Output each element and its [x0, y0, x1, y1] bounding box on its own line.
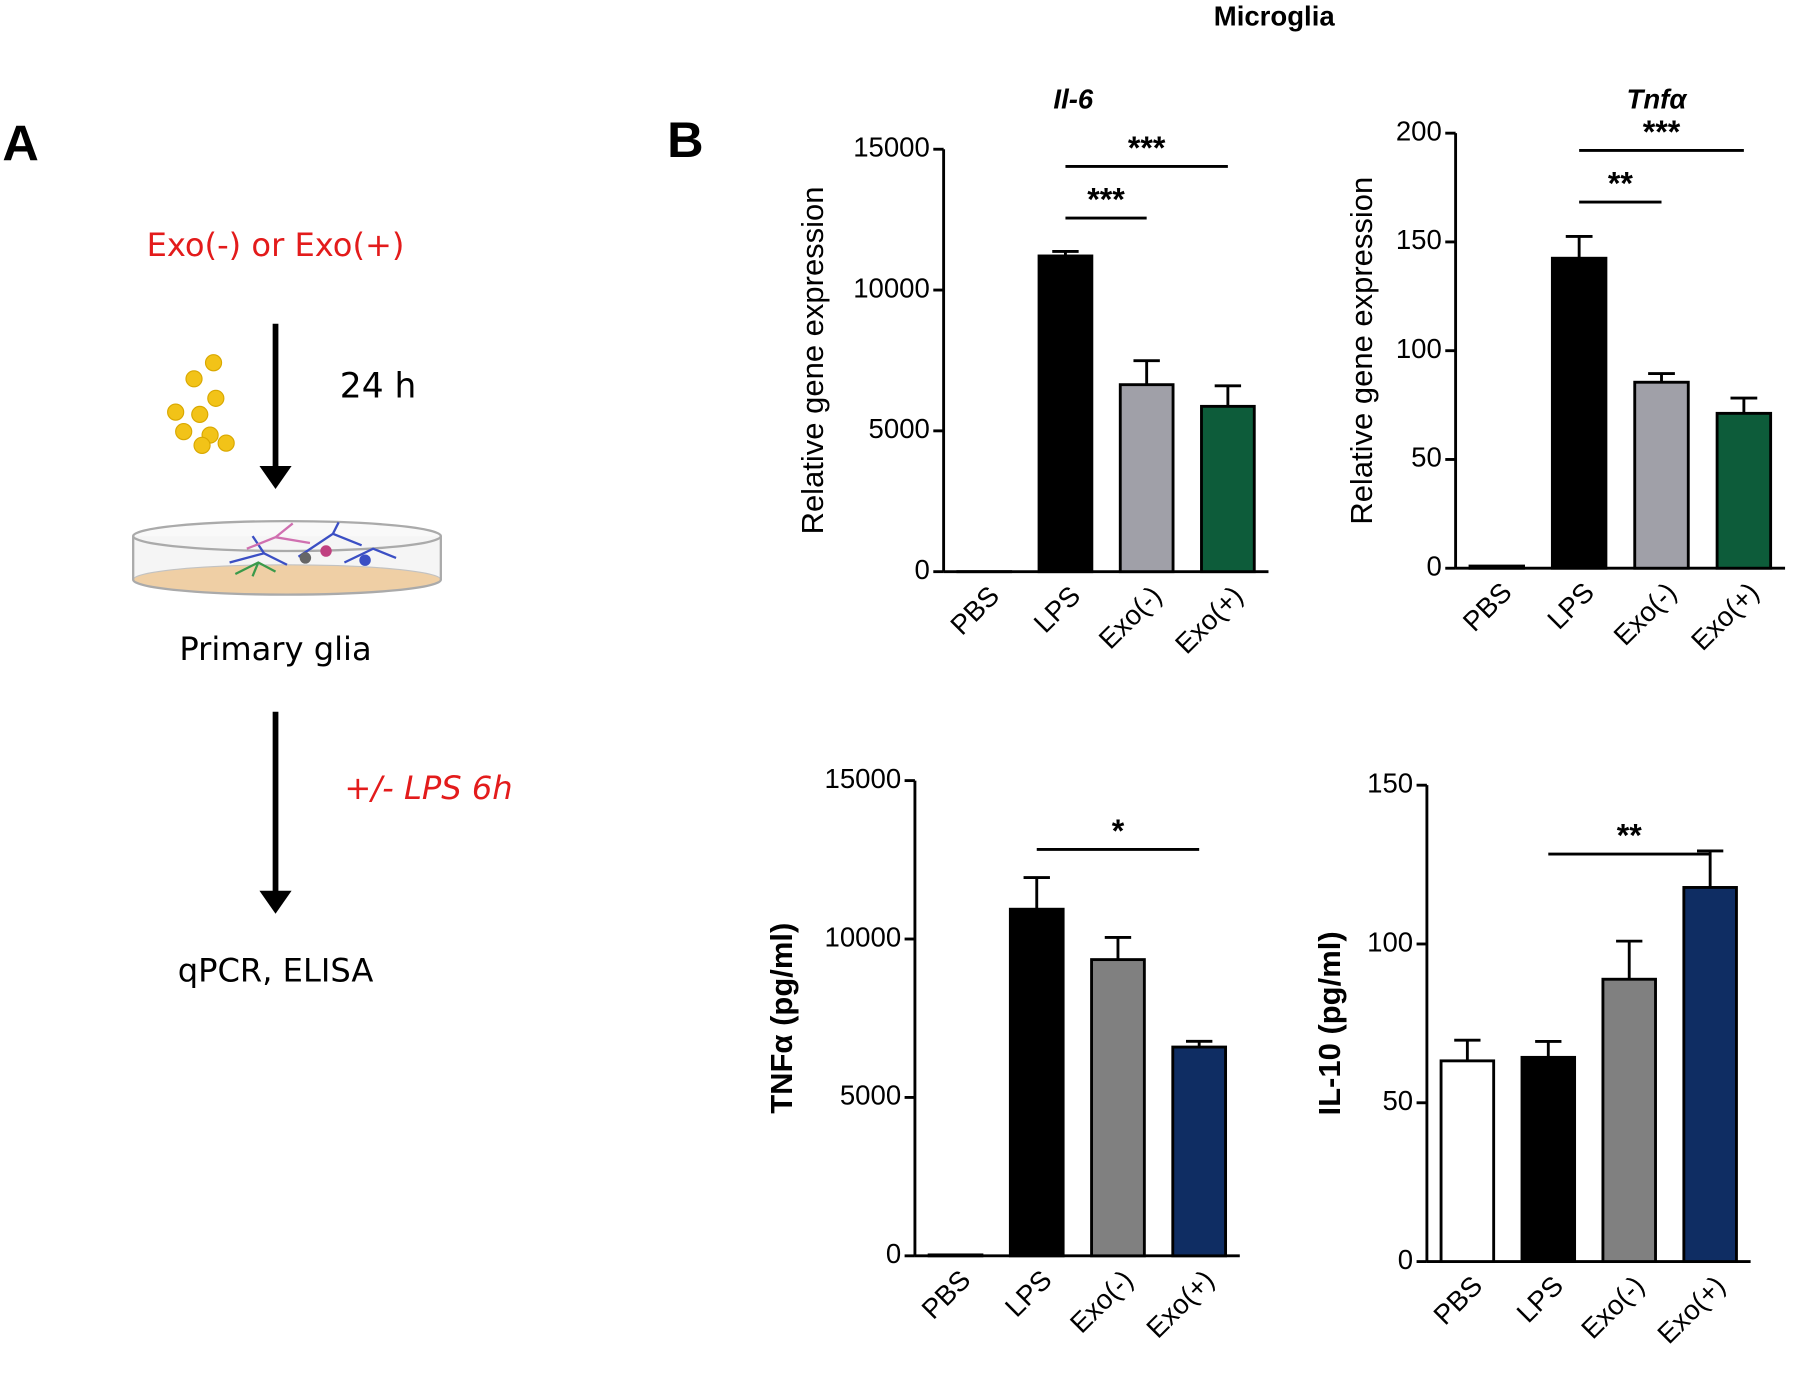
- y-tick-label: 5000: [869, 413, 930, 444]
- significance-label: **: [1617, 817, 1643, 853]
- y-axis-label: TNFα (pg/ml): [764, 923, 799, 1114]
- x-tick-label: Exo(-): [1093, 580, 1168, 655]
- y-tick-label: 0: [1426, 551, 1441, 582]
- bar: [1090, 958, 1146, 1258]
- bar: [1171, 1045, 1228, 1258]
- significance-label: **: [1608, 165, 1634, 201]
- arrow-head: [259, 890, 292, 914]
- bar: [1520, 1055, 1577, 1264]
- exosomes: [167, 354, 235, 455]
- x-tick-label: Exo(+): [1140, 1264, 1220, 1344]
- y-tick-label: 150: [1367, 767, 1413, 798]
- y-tick-label: 150: [1396, 224, 1442, 255]
- x-tick-label: PBS: [944, 580, 1005, 641]
- treatment-text: Exo(-) or Exo(+): [147, 226, 405, 264]
- bar: [1118, 383, 1175, 574]
- bar: [1037, 254, 1094, 574]
- bar: [1550, 256, 1608, 570]
- panel-label: B: [667, 111, 703, 168]
- bar: [1633, 380, 1690, 570]
- x-tick-label: PBS: [916, 1264, 977, 1325]
- x-tick-label: Exo(-): [1607, 576, 1682, 651]
- petri-dish: [132, 520, 442, 596]
- arrow-head: [259, 466, 292, 490]
- chart-title: Il-6: [1053, 83, 1093, 114]
- bar: [1008, 907, 1065, 1258]
- x-tick-label: LPS: [1510, 1270, 1569, 1329]
- y-axis-label: IL-10 (pg/ml): [1312, 931, 1347, 1115]
- x-tick-label: LPS: [1028, 580, 1087, 639]
- y-tick-label: 10000: [825, 921, 902, 952]
- x-tick-label: LPS: [999, 1264, 1058, 1323]
- x-tick-label: Exo(-): [1575, 1270, 1650, 1345]
- stimulus-text: +/- LPS 6h: [344, 769, 512, 807]
- cells-text: Primary glia: [179, 630, 371, 668]
- significance-label: ***: [1643, 114, 1681, 150]
- significance-label: *: [1112, 813, 1125, 849]
- x-tick-label: PBS: [1457, 576, 1518, 637]
- x-tick-label: Exo(+): [1169, 580, 1249, 660]
- y-tick-label: 0: [915, 554, 930, 585]
- y-tick-label: 0: [1398, 1244, 1413, 1275]
- bar: [1682, 886, 1738, 1264]
- y-tick-label: 100: [1396, 333, 1442, 364]
- bar: [1439, 1059, 1496, 1264]
- y-tick-label: 15000: [853, 132, 930, 163]
- x-tick-label: PBS: [1427, 1270, 1488, 1331]
- x-tick-label: Exo(+): [1651, 1270, 1731, 1350]
- figure-title: Microglia: [1214, 1, 1336, 32]
- bar: [1200, 404, 1256, 574]
- y-tick-label: 0: [886, 1238, 901, 1269]
- x-tick-label: Exo(-): [1064, 1264, 1139, 1339]
- x-tick-label: Exo(+): [1685, 576, 1765, 656]
- y-axis-label: Relative gene expression: [795, 186, 830, 534]
- bar: [1601, 977, 1657, 1264]
- y-tick-label: 5000: [840, 1080, 901, 1111]
- y-tick-label: 50: [1382, 1085, 1413, 1116]
- panel-label: A: [2, 114, 38, 171]
- bar: [927, 1253, 984, 1258]
- significance-label: ***: [1087, 182, 1125, 218]
- y-axis-label: Relative gene expression: [1344, 177, 1379, 525]
- y-tick-label: 10000: [853, 272, 930, 303]
- bar: [1468, 564, 1525, 570]
- y-tick-label: 200: [1396, 115, 1442, 146]
- bar: [1715, 411, 1773, 570]
- x-tick-label: LPS: [1541, 576, 1600, 635]
- readout-text: qPCR, ELISA: [178, 951, 374, 989]
- significance-label: ***: [1128, 130, 1166, 166]
- y-tick-label: 100: [1367, 926, 1413, 957]
- y-tick-label: 15000: [825, 763, 902, 794]
- y-tick-label: 50: [1411, 442, 1442, 473]
- chart-title: Tnfα: [1627, 83, 1689, 114]
- time-text: 24 h: [340, 367, 417, 407]
